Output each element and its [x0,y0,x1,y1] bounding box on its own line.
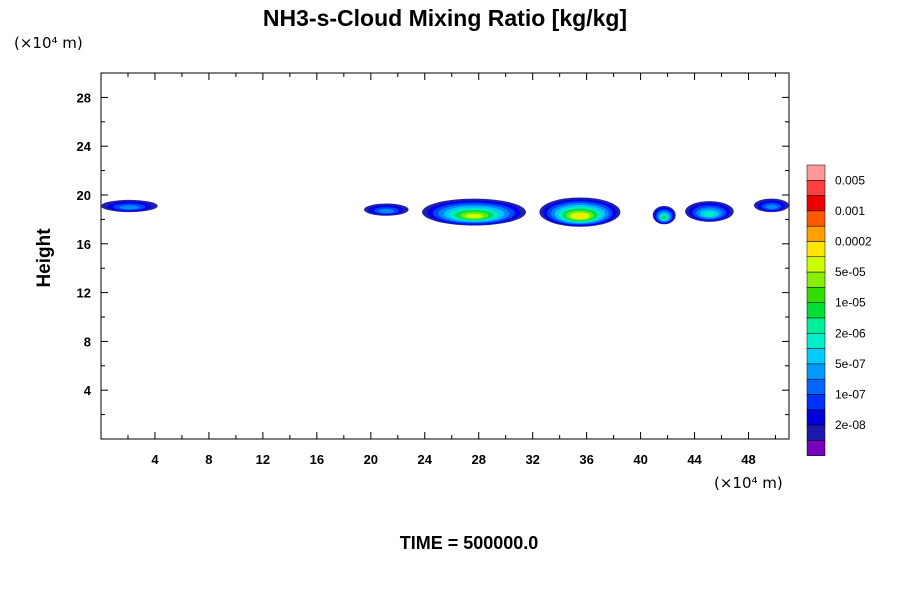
colorbar-swatch [806,302,826,319]
colorbar-swatch [806,256,826,273]
x-tick-label: 44 [687,452,702,467]
colorbar-swatch [806,424,826,441]
y-tick-label: 20 [77,188,91,203]
x-tick-label: 4 [151,452,159,467]
x-tick-label: 12 [256,452,270,467]
colorbar-label: 2e-06 [835,326,866,340]
chart-title: NH3-s-Cloud Mixing Ratio [kg/kg] [263,5,627,31]
y-tick-label: 12 [77,286,91,301]
cloud-contour-band [661,215,667,220]
cloud-feature [539,197,621,227]
colorbar-swatch [806,225,826,242]
x-unit-label: (×10⁴ m) [714,474,783,492]
cloud-feature [652,205,676,225]
cloud-contour-band [119,205,140,210]
colorbar-swatch [806,409,826,426]
cloud-contour-band [703,211,716,217]
colorbar-swatch [806,195,826,212]
colorbar: 0.005 0.001 0.0002 5e-05 1e-05 2e-06 5e-07 1e-0… [806,164,872,456]
x-tick-label: 28 [471,452,485,467]
colorbar-swatch [806,440,826,456]
colorbar-swatch [806,210,826,227]
x-tick-label: 24 [418,452,433,467]
colorbar-label: 0.0002 [835,235,872,249]
colorbar-swatch [806,317,826,334]
y-unit-label: (×10⁴ m) [14,34,83,52]
y-tick-label: 8 [84,334,91,349]
colorbar-swatch [806,271,826,288]
colorbar-label: 1e-07 [835,388,866,402]
y-tick-label: 28 [77,90,91,105]
colorbar-swatch [806,394,826,411]
cloud-feature [685,201,734,222]
colorbar-swatch [806,378,826,395]
x-tick-label: 8 [205,452,212,467]
x-tick-label: 20 [364,452,378,467]
colorbar-label: 5e-05 [835,265,866,279]
colorbar-label: 0.005 [835,173,865,187]
colorbar-swatch [806,333,826,349]
colorbar-label: 2e-08 [835,418,866,432]
cloud-contour-band [573,214,587,219]
x-axis-ticks: 4 8 12 16 20 24 28 32 36 40 44 48 [127,73,777,467]
cloud-contour-band [465,213,483,219]
colorbar-swatch [806,164,826,181]
colorbar-swatch [806,348,826,365]
colorbar-label: 0.001 [835,204,865,218]
time-label: TIME = 500000.0 [400,533,539,553]
cloud-contour-band [765,204,778,210]
plot-frame [100,72,790,440]
colorbar-swatch [806,180,826,196]
x-tick-label: 36 [579,452,593,467]
x-tick-label: 48 [741,452,755,467]
colorbar-swatch [806,287,826,303]
y-axis-title: Height [34,228,55,288]
colorbar-label: 1e-05 [835,296,866,310]
cloud-layer [100,197,790,227]
colorbar-swatch [806,241,826,258]
cloud-feature [422,198,526,226]
cloud-contour-band [378,208,395,214]
cloud-feature [100,199,158,213]
y-axis-ticks: 4 8 12 16 20 24 28 [77,90,789,416]
y-tick-label: 16 [77,237,91,252]
x-tick-label: 40 [633,452,647,467]
cloud-feature [364,203,409,216]
cloud-feature [753,198,790,213]
x-tick-label: 32 [525,452,539,467]
y-tick-label: 4 [84,383,92,398]
colorbar-label: 5e-07 [835,357,866,371]
x-tick-label: 16 [310,452,324,467]
colorbar-swatch [806,363,826,380]
y-tick-label: 24 [77,139,92,154]
